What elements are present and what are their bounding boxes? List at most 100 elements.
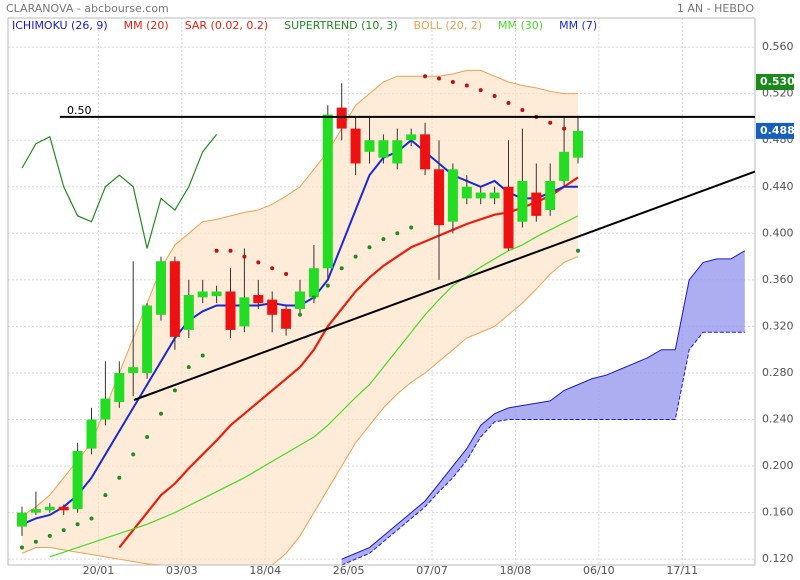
candle-body [17,512,27,527]
sar-dot [256,260,261,265]
candle-body [420,134,431,170]
sar-dot [548,120,553,125]
plot-frame [7,17,756,566]
bollinger-lower [21,256,579,565]
sar-dot [270,266,275,271]
candle-body [503,186,514,249]
sar-dot [311,295,316,300]
candle-body [183,294,194,330]
sar-dot [478,88,483,93]
y-tick-label: 0.400 [762,226,794,239]
candle-body [58,506,69,511]
legend-entry: MM (30) [498,19,543,32]
legend-entry: MM (7) [559,19,597,32]
legend-entry: ICHIMOKU (26, 9) [12,19,108,32]
sar-dot [576,248,580,253]
trend-line [133,170,755,401]
sar-dot [284,272,289,277]
candle-body [281,308,292,329]
candle-body [364,140,375,152]
y-tick-label: 0.200 [762,459,794,472]
price-label-box [756,74,794,91]
sar-dot [103,493,108,498]
sar-dot [437,76,441,81]
sar-dot [506,100,511,105]
sar-dot [464,83,469,88]
y-tick-label: 0.440 [762,180,794,193]
candle-body [225,291,236,330]
candle-body [531,192,542,216]
candle-body [30,509,41,513]
x-tick-label: 26/05 [333,564,365,577]
sar-dot [186,365,191,370]
sar-dot [298,312,302,317]
candle-body [447,169,458,222]
candle-body [267,299,278,315]
candle-body [559,151,570,181]
y-tick-label: 0.160 [762,506,794,519]
candle-body [156,261,166,315]
x-tick-label: 17/11 [666,564,698,577]
sar-dot [75,522,80,527]
sar-dot [353,254,358,259]
candle-body [434,169,444,226]
candle-body [114,372,125,403]
sar-dot [117,475,122,480]
ichimoku-span-b [341,331,745,565]
candle-body [72,450,83,510]
candle-body [517,180,528,222]
candle-body [86,419,97,449]
sar-dot [339,266,344,271]
candle-body [573,130,583,158]
candle-body [169,261,180,337]
candle-body [128,367,139,373]
sar-dot [172,388,177,393]
candle-body [461,186,472,199]
candle-body [253,294,264,304]
sar-dot [20,545,24,550]
ichimoku-span-a [341,250,746,560]
sar-dot [423,74,428,79]
sar-dot [562,126,567,131]
x-tick-label: 07/07 [416,564,448,577]
x-tick-label: 18/08 [500,564,532,577]
sar-dot [450,80,455,85]
candle-body [142,305,153,373]
legend-entry: SUPERTREND (10, 3) [284,19,398,32]
legend-entry: MM (20) [124,19,169,32]
indicator-line [118,176,579,549]
sar-dot [381,237,386,242]
sar-dot [61,528,66,533]
candle-body [392,140,403,164]
y-tick-label: 0.320 [762,319,794,332]
legend: ICHIMOKU (26, 9) MM (20) SAR (0.02, 0.2) SU… [12,19,597,32]
sar-dot [228,248,233,253]
sar-dot [33,539,38,544]
x-tick-label: 03/03 [166,564,198,577]
legend-entry: SAR (0.02, 0.2) [185,19,268,32]
candle-body [378,140,389,158]
indicator-line [49,215,579,558]
y-tick-label: 0.240 [762,413,794,426]
x-tick-label: 20/01 [83,564,115,577]
candle-body [211,291,222,297]
price-label: 0.530 [760,75,795,88]
legend-entry: BOLL (20, 2) [414,19,482,32]
sar-dot [131,452,136,457]
sar-dot [89,516,94,521]
candle-body [336,107,347,129]
candle-body [100,398,111,420]
sar-dot [492,93,497,98]
indicator-line [21,134,218,249]
candle-body [308,268,319,298]
sar-dot [159,411,163,416]
period: 1 AN - HEBDO [677,2,754,15]
candle-body [545,180,556,211]
y-tick-label: 0.120 [762,552,794,565]
candle-body [406,134,417,141]
sar-dot [395,231,400,236]
y-tick-label: 0.560 [762,40,794,53]
sar-dot [325,283,330,288]
chart-title: CLARANOVA - abcbourse.com [6,2,169,15]
